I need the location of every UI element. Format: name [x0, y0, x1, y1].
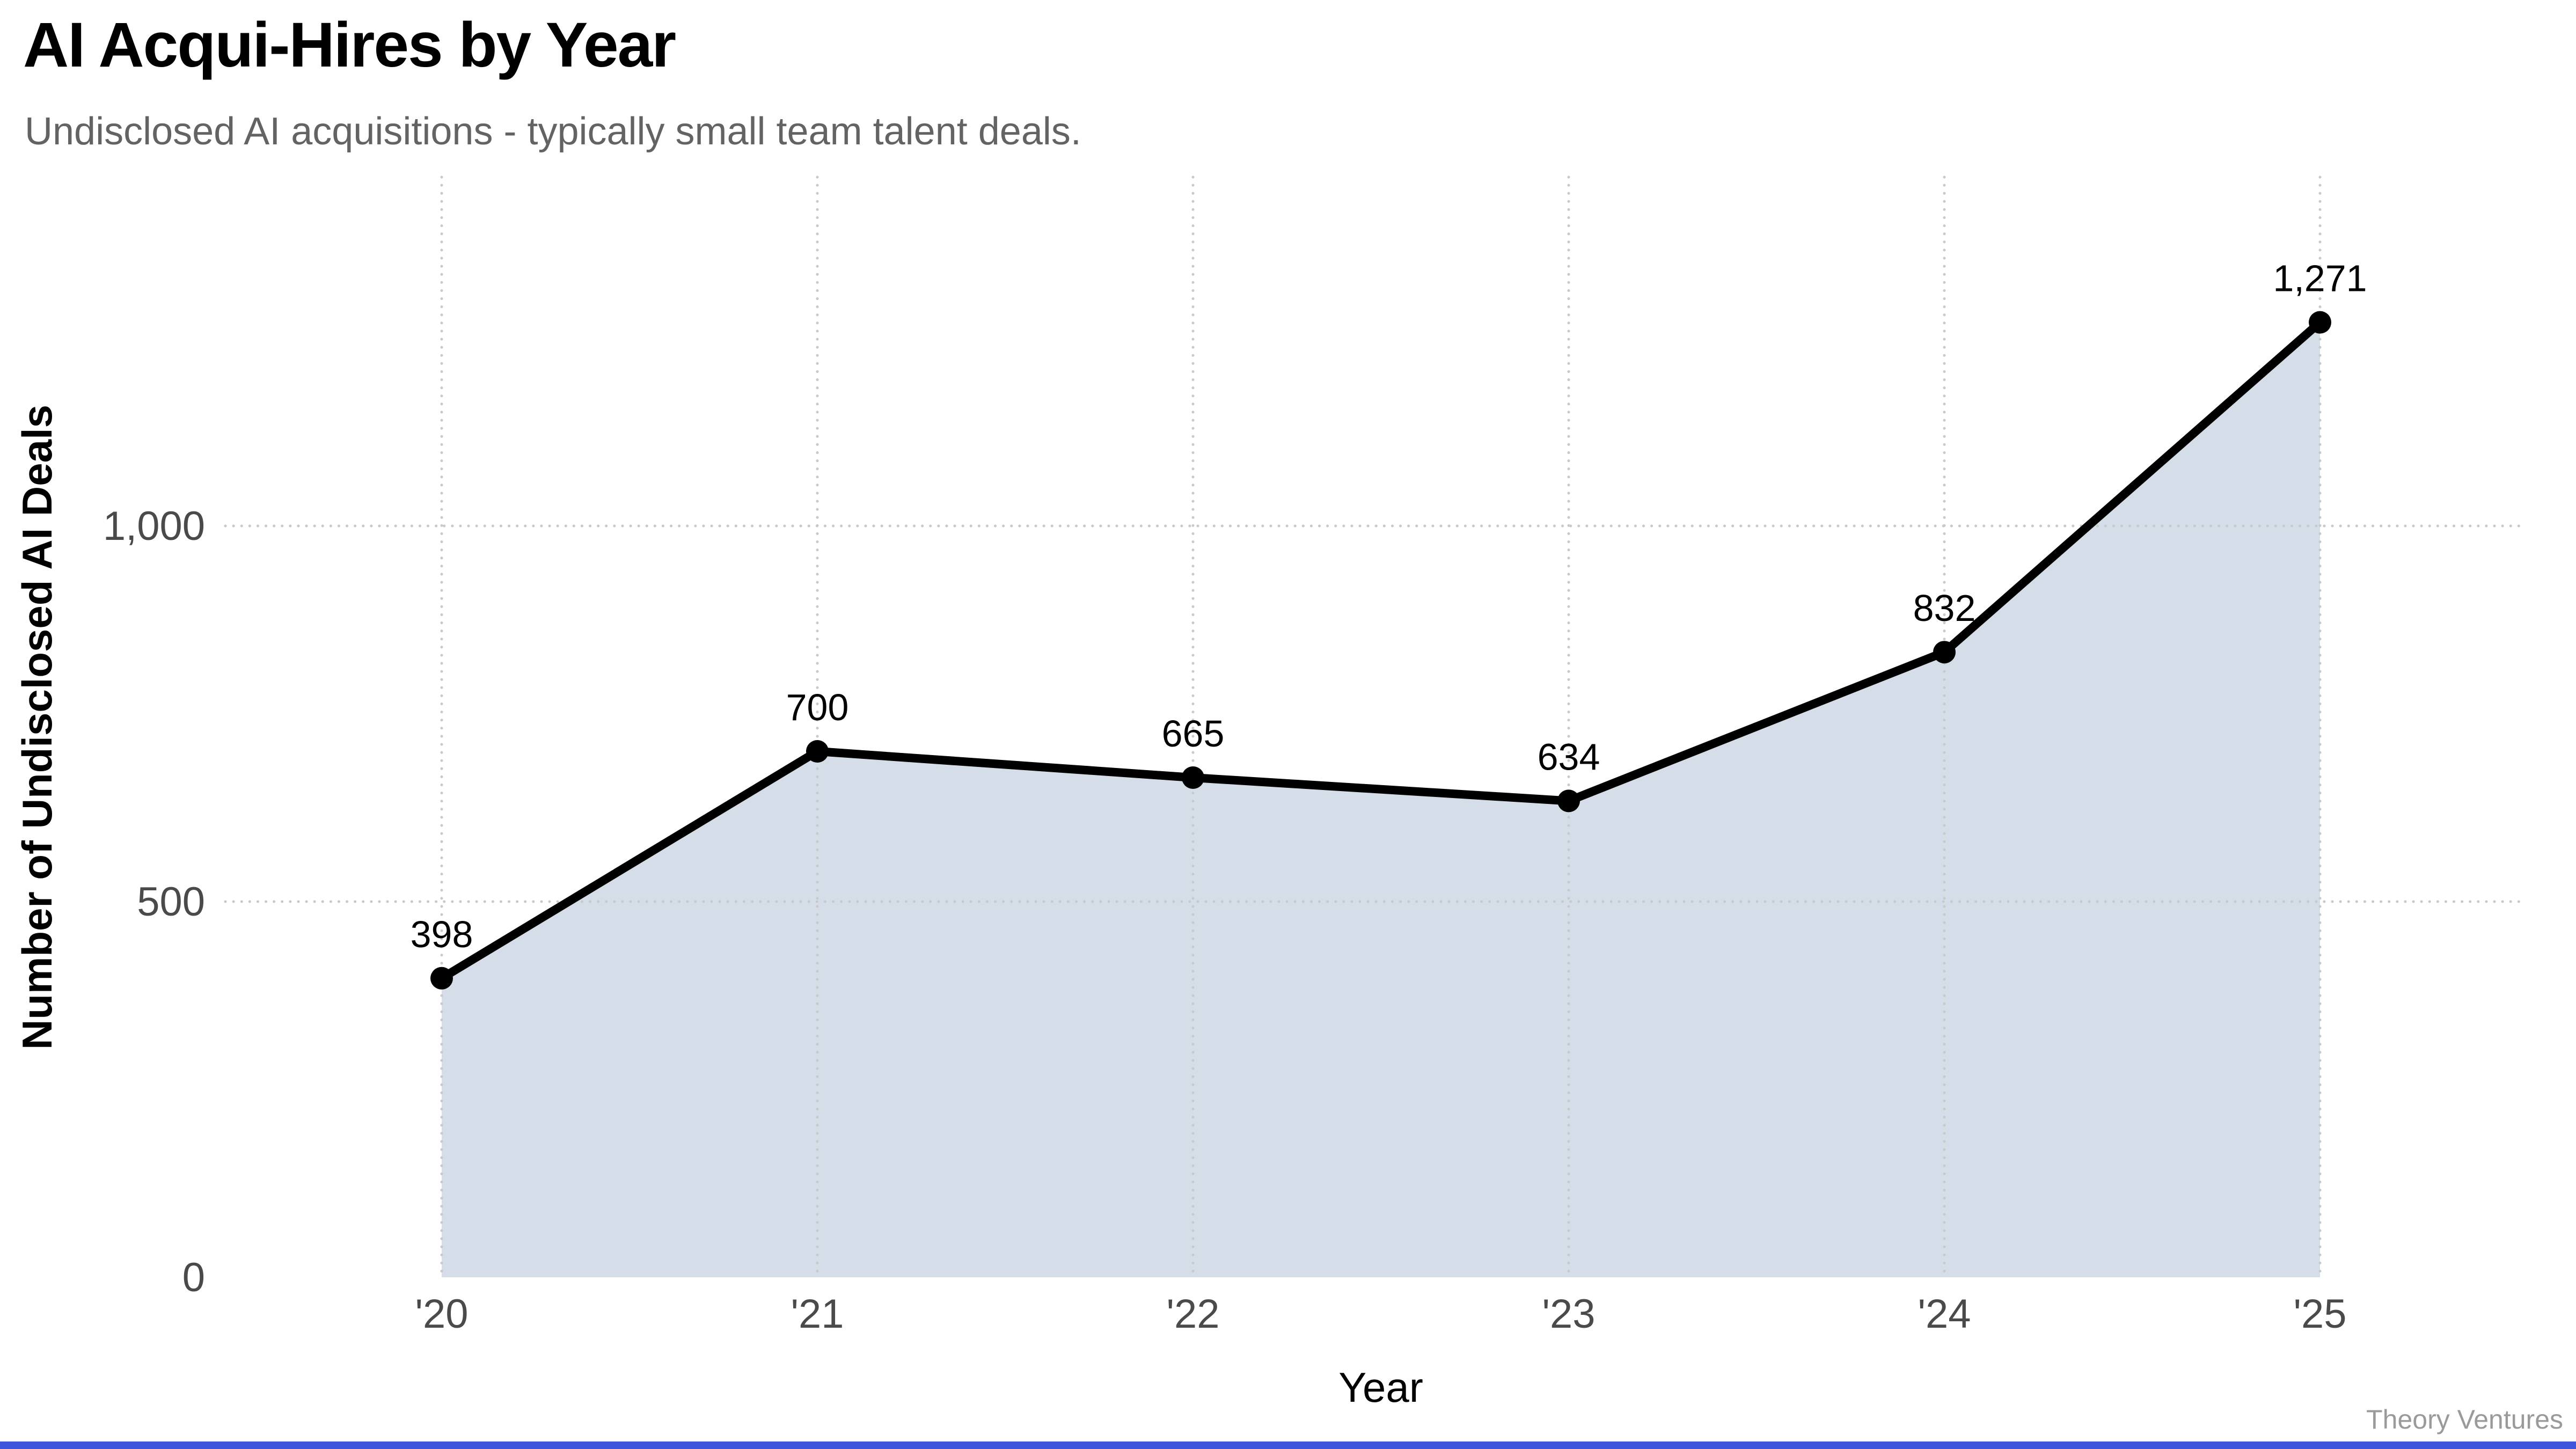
y-tick-label: 500	[137, 879, 205, 925]
x-tick-label: '24	[1918, 1291, 1971, 1337]
x-tick-label: '25	[2293, 1291, 2346, 1337]
data-point-label: 1,271	[2273, 258, 2367, 299]
data-point-label: 634	[1538, 736, 1600, 778]
data-point	[806, 740, 829, 763]
data-point-label: 665	[1162, 713, 1225, 755]
data-point	[430, 967, 453, 990]
data-point	[1182, 766, 1204, 789]
data-point-label: 398	[411, 913, 473, 955]
source-credit: Theory Ventures	[2366, 1404, 2563, 1435]
data-point	[2309, 311, 2331, 334]
data-point-label: 832	[1913, 587, 1976, 629]
chart-title: AI Acqui-Hires by Year	[23, 10, 676, 80]
trend-line	[437, 318, 2324, 983]
chart-subtitle: Undisclosed AI acquisitions - typically …	[25, 110, 1081, 153]
data-point	[1933, 641, 1956, 664]
y-tick-label: 0	[182, 1255, 205, 1300]
x-tick-label: '20	[415, 1291, 468, 1337]
x-tick-label: '23	[1542, 1291, 1595, 1337]
data-point	[1557, 789, 1580, 813]
data-point-label: 700	[786, 686, 849, 728]
x-tick-label: '21	[791, 1291, 844, 1337]
y-axis-title: Number of Undisclosed AI Deals	[13, 405, 61, 1050]
footer-accent-bar	[0, 1441, 2576, 1449]
y-tick-label: 1,000	[103, 503, 205, 549]
x-axis-title: Year	[1338, 1364, 1423, 1411]
x-tick-label: '22	[1166, 1291, 1219, 1337]
area-fill	[442, 322, 2320, 1277]
